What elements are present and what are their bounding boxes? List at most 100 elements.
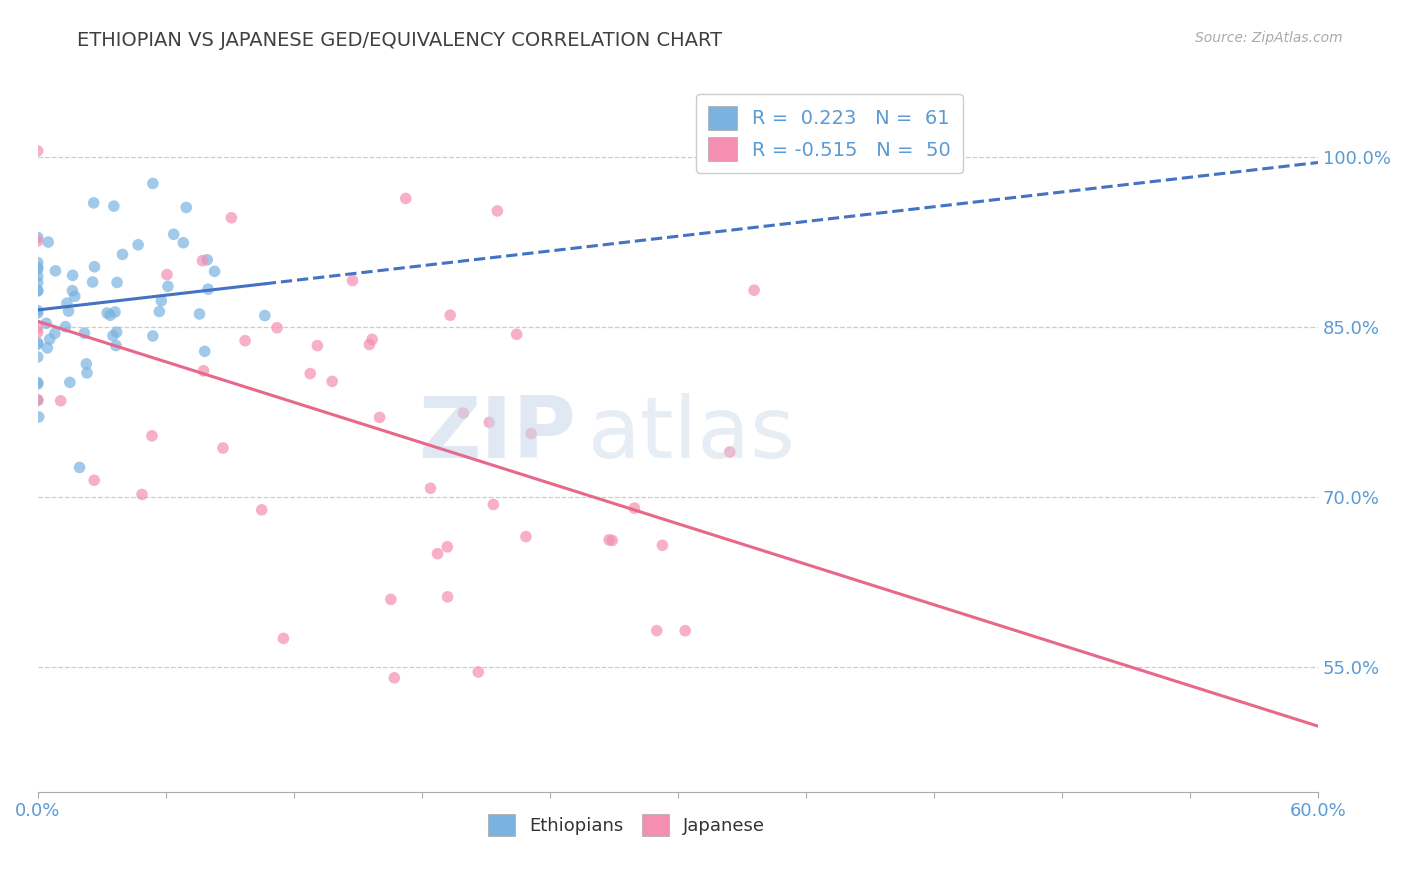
Point [27, 144, 49, 158]
Point [83, 195, 105, 210]
Point [419, 481, 441, 495]
Legend: Ethiopians, Japanese: Ethiopians, Japanese [481, 807, 773, 844]
Point [194, 344, 217, 359]
Point [59, 376, 82, 390]
Point [156, 279, 179, 293]
Text: Source: ZipAtlas.com: Source: ZipAtlas.com [1195, 31, 1343, 45]
Point [221, 211, 243, 225]
Point [83, 260, 105, 274]
Point [105, 276, 128, 290]
Point [204, 264, 226, 278]
Point [321, 375, 343, 389]
Point [142, 177, 165, 191]
Point [127, 237, 149, 252]
Point [505, 327, 527, 342]
Point [49, 393, 72, 408]
Point [191, 253, 214, 268]
Point [56, 296, 79, 310]
Point [75, 357, 97, 371]
Point [76, 366, 98, 380]
Point [27, 255, 49, 269]
Point [104, 305, 127, 319]
Point [368, 410, 391, 425]
Point [439, 308, 461, 322]
Legend: R =  0.223   N =  61, R = -0.515   N =  50: R = 0.223 N = 61, R = -0.515 N = 50 [696, 95, 963, 173]
Point [44, 264, 66, 278]
Point [27, 306, 49, 320]
Point [188, 307, 211, 321]
Point [299, 367, 322, 381]
Point [645, 624, 668, 638]
Point [82, 275, 104, 289]
Point [27, 303, 49, 318]
Point [63, 289, 86, 303]
Point [172, 235, 194, 250]
Point [62, 268, 84, 283]
Point [193, 364, 215, 378]
Point [27, 260, 49, 275]
Point [27, 230, 49, 244]
Point [27, 335, 49, 350]
Point [55, 319, 77, 334]
Point [27, 326, 49, 340]
Point [27, 284, 49, 298]
Point [27, 376, 49, 390]
Point [651, 538, 673, 552]
Point [44, 326, 66, 341]
Point [62, 284, 84, 298]
Point [150, 293, 173, 308]
Point [486, 203, 509, 218]
Text: ETHIOPIAN VS JAPANESE GED/EQUIVALENCY CORRELATION CHART: ETHIOPIAN VS JAPANESE GED/EQUIVALENCY CO… [77, 31, 723, 50]
Point [195, 252, 218, 267]
Point [600, 533, 623, 548]
Point [27, 393, 49, 408]
Point [174, 201, 197, 215]
Point [27, 276, 49, 290]
Point [101, 328, 124, 343]
Point [382, 671, 405, 685]
Point [436, 540, 458, 554]
Point [148, 304, 170, 318]
Point [111, 247, 134, 261]
Point [27, 392, 49, 407]
Point [266, 320, 288, 334]
Point [27, 320, 49, 334]
Point [27, 284, 49, 298]
Point [467, 665, 489, 679]
Point [742, 283, 765, 297]
Point [28, 409, 51, 424]
Point [163, 227, 186, 242]
Point [453, 406, 475, 420]
Point [131, 487, 153, 501]
Point [105, 325, 128, 339]
Point [197, 282, 219, 296]
Point [250, 503, 273, 517]
Point [436, 590, 458, 604]
Point [69, 460, 91, 475]
Point [27, 262, 49, 277]
Point [38, 332, 60, 346]
Point [307, 338, 329, 352]
Point [515, 530, 537, 544]
Point [623, 501, 645, 516]
Point [273, 632, 295, 646]
Point [673, 624, 696, 638]
Point [103, 199, 125, 213]
Point [58, 304, 80, 318]
Point [35, 316, 58, 330]
Point [98, 308, 121, 322]
Point [27, 337, 49, 351]
Point [142, 329, 165, 343]
Point [380, 592, 402, 607]
Point [253, 309, 276, 323]
Point [342, 274, 364, 288]
Point [359, 337, 381, 351]
Point [735, 107, 758, 121]
Point [83, 473, 105, 487]
Point [27, 269, 49, 284]
Point [27, 234, 49, 248]
Point [478, 415, 501, 429]
Point [426, 547, 449, 561]
Point [482, 498, 505, 512]
Point [141, 429, 163, 443]
